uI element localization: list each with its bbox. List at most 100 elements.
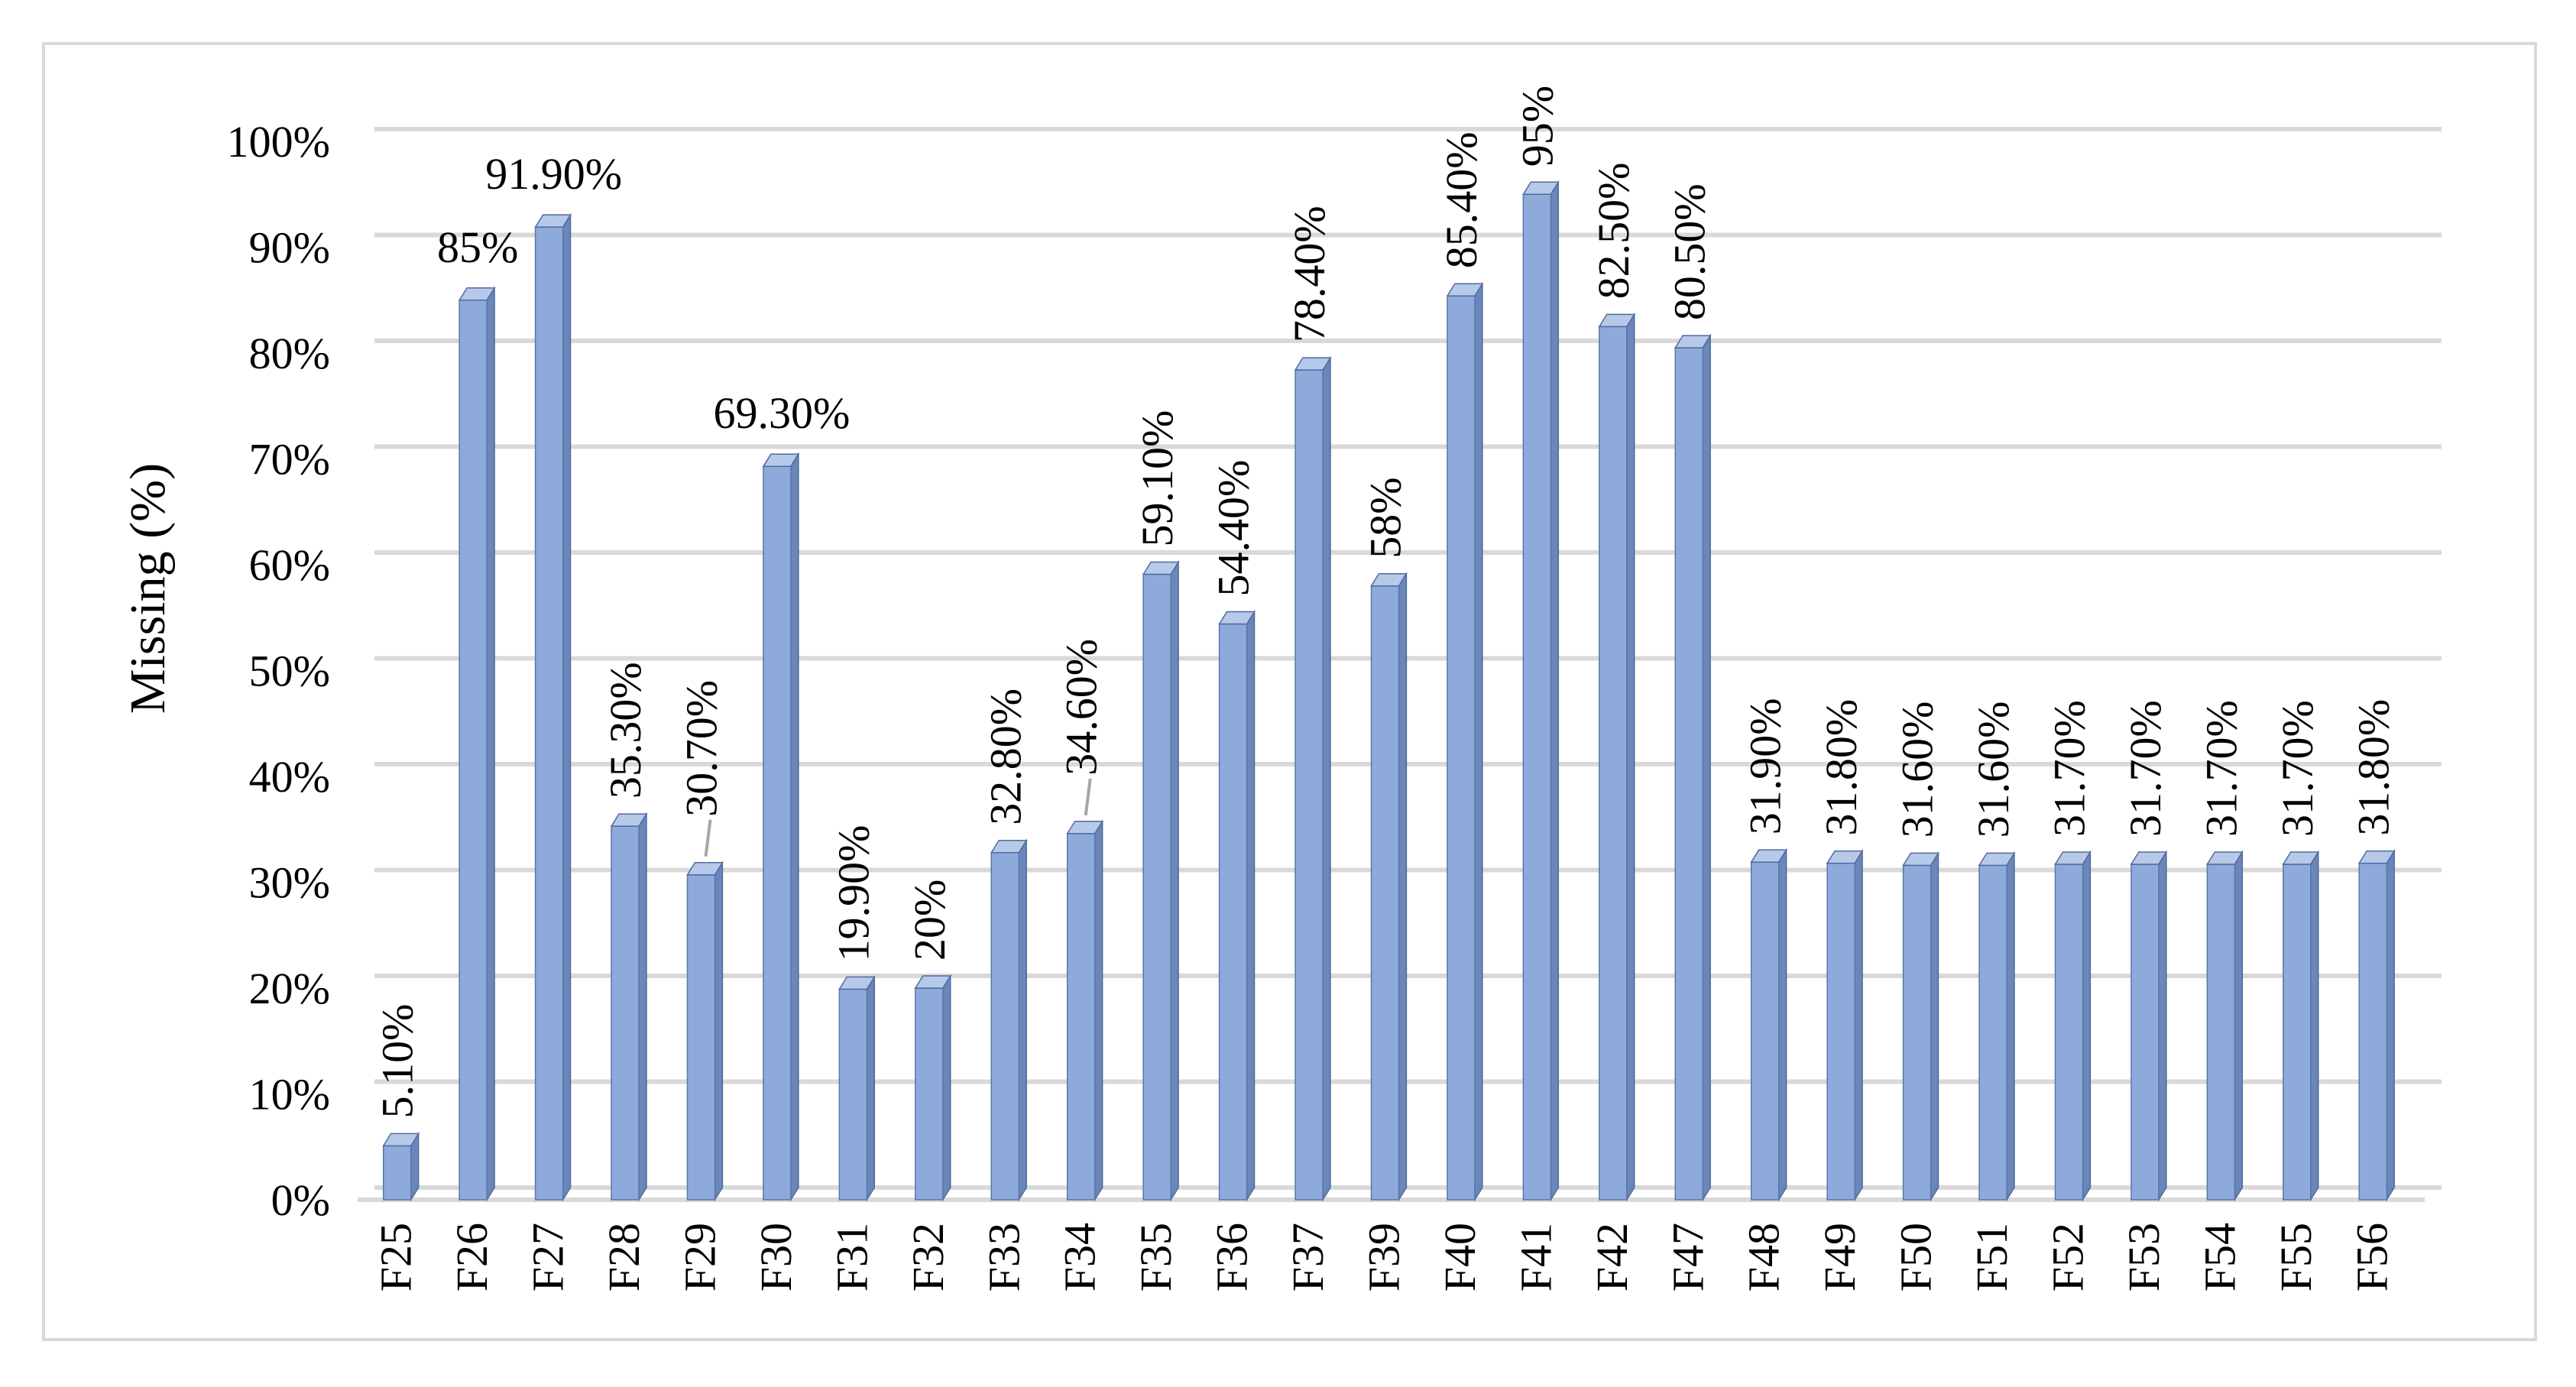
bar-side (1854, 848, 1863, 1202)
bar-F35 (1142, 559, 1180, 1202)
x-tick-label: F30 (751, 1223, 801, 1291)
x-tick-label: F32 (903, 1223, 953, 1291)
data-label: 31.70% (2045, 700, 2095, 837)
bar-F26 (458, 286, 496, 1202)
bar-front (1370, 585, 1400, 1201)
bar-side (942, 974, 951, 1202)
bar-front (1447, 295, 1476, 1201)
bar-F27 (534, 212, 572, 1202)
x-tick-label: F48 (1739, 1223, 1789, 1291)
bar-top (990, 839, 1028, 854)
x-axis-ticks: F25 F26 F27 F28 F29 F30 F31 F32 F33 F34 F35 F36 F37 F… (371, 1223, 2397, 1291)
bar-F42 (1598, 312, 1636, 1202)
data-label: 82.50% (1589, 163, 1638, 300)
y-tick-label: 70% (249, 435, 330, 484)
bar-F28 (610, 812, 648, 1202)
bar-top (2357, 850, 2396, 864)
bar-F30 (762, 452, 800, 1202)
bar-side (1398, 572, 1408, 1202)
data-label: 91.90% (485, 149, 622, 199)
x-tick-label: F51 (1967, 1223, 2017, 1291)
x-tick-label: F55 (2271, 1223, 2321, 1291)
bar-top (1750, 849, 1787, 863)
data-label: 32.80% (980, 689, 1030, 825)
bar-F52 (2054, 850, 2092, 1202)
data-label: 31.80% (2348, 699, 2398, 836)
bar-F29 (686, 860, 724, 1202)
x-tick-label: F34 (1055, 1223, 1105, 1291)
x-tick-label: F56 (2347, 1223, 2396, 1291)
bar-F33 (990, 838, 1028, 1202)
bar-top (1294, 357, 1332, 371)
data-label: 31.70% (2273, 700, 2322, 837)
bar-top (1598, 313, 1636, 328)
bar-top (838, 976, 876, 990)
bar-F36 (1218, 609, 1256, 1202)
bar-front (611, 825, 640, 1201)
bar-front (1599, 326, 1628, 1201)
bar-front (1750, 861, 1780, 1201)
bar-top (1902, 852, 1939, 867)
bar-front (990, 851, 1020, 1201)
bar-top (762, 453, 800, 467)
bar-front (2283, 864, 2312, 1201)
x-tick-label: F37 (1283, 1223, 1333, 1291)
bar-side (2158, 850, 2167, 1202)
x-tick-label: F25 (371, 1223, 421, 1291)
x-tick-label: F39 (1359, 1223, 1409, 1291)
data-label: 85.40% (1437, 131, 1486, 268)
data-label: 19.90% (828, 825, 878, 962)
bars (382, 180, 2396, 1202)
bar-front (686, 874, 716, 1201)
bar-top (2206, 851, 2244, 865)
data-label: 78.40% (1285, 206, 1334, 342)
bar-side (1094, 819, 1103, 1202)
bar-side (2082, 850, 2092, 1202)
bar-front (1522, 193, 1552, 1201)
bar-top (1446, 283, 1484, 297)
bar-front (382, 1145, 412, 1201)
bar-F37 (1294, 355, 1332, 1202)
bar-front (763, 465, 792, 1201)
data-label: 69.30% (714, 388, 851, 438)
data-label: 95% (1512, 86, 1562, 167)
x-tick-label: F54 (2195, 1223, 2244, 1291)
bar-top (610, 813, 648, 827)
bar-front (1066, 833, 1096, 1201)
bar-front (915, 987, 944, 1201)
data-label: 35.30% (601, 662, 650, 799)
y-axis-ticks: 0% 10% 20% 30% 40% 50% 60% 70% 80% 90% 100% (227, 117, 330, 1225)
bar-front (534, 226, 564, 1201)
bar-side (1626, 312, 1635, 1202)
bar-side (2310, 850, 2319, 1202)
x-tick-label: F49 (1815, 1223, 1865, 1291)
bar-front (1294, 369, 1324, 1201)
bar-side (1474, 281, 1483, 1202)
bar-side (1170, 559, 1179, 1202)
data-label: 34.60% (1057, 639, 1107, 776)
x-tick-label: F29 (676, 1223, 725, 1291)
bar-top (1826, 850, 1864, 864)
bar-top (1142, 561, 1180, 575)
bar-F54 (2206, 850, 2244, 1202)
data-label: 85% (437, 222, 518, 272)
bar-F47 (1674, 333, 1712, 1202)
bar-top (2282, 851, 2320, 865)
bar-front (2206, 864, 2236, 1201)
leader-line (704, 819, 712, 857)
bar-front (458, 300, 488, 1201)
x-tick-label: F50 (1891, 1223, 1941, 1291)
x-tick-label: F53 (2119, 1223, 2169, 1291)
y-tick-label: 20% (249, 964, 330, 1013)
bar-side (1930, 851, 1939, 1202)
x-tick-label: F27 (523, 1223, 573, 1291)
y-tick-label: 30% (249, 858, 330, 908)
data-label: 31.70% (2196, 700, 2246, 837)
bar-top (686, 862, 724, 876)
data-labels: 5.10% 85% 91.90% 35.30% 30.70% 69.30% 19.90% 20… (373, 86, 2399, 1118)
y-axis-label: Missing (%) (120, 463, 176, 714)
data-label: 31.90% (1741, 698, 1790, 834)
y-tick-label: 90% (249, 223, 330, 273)
x-tick-label: F26 (447, 1223, 497, 1291)
bar-top (1522, 181, 1560, 195)
